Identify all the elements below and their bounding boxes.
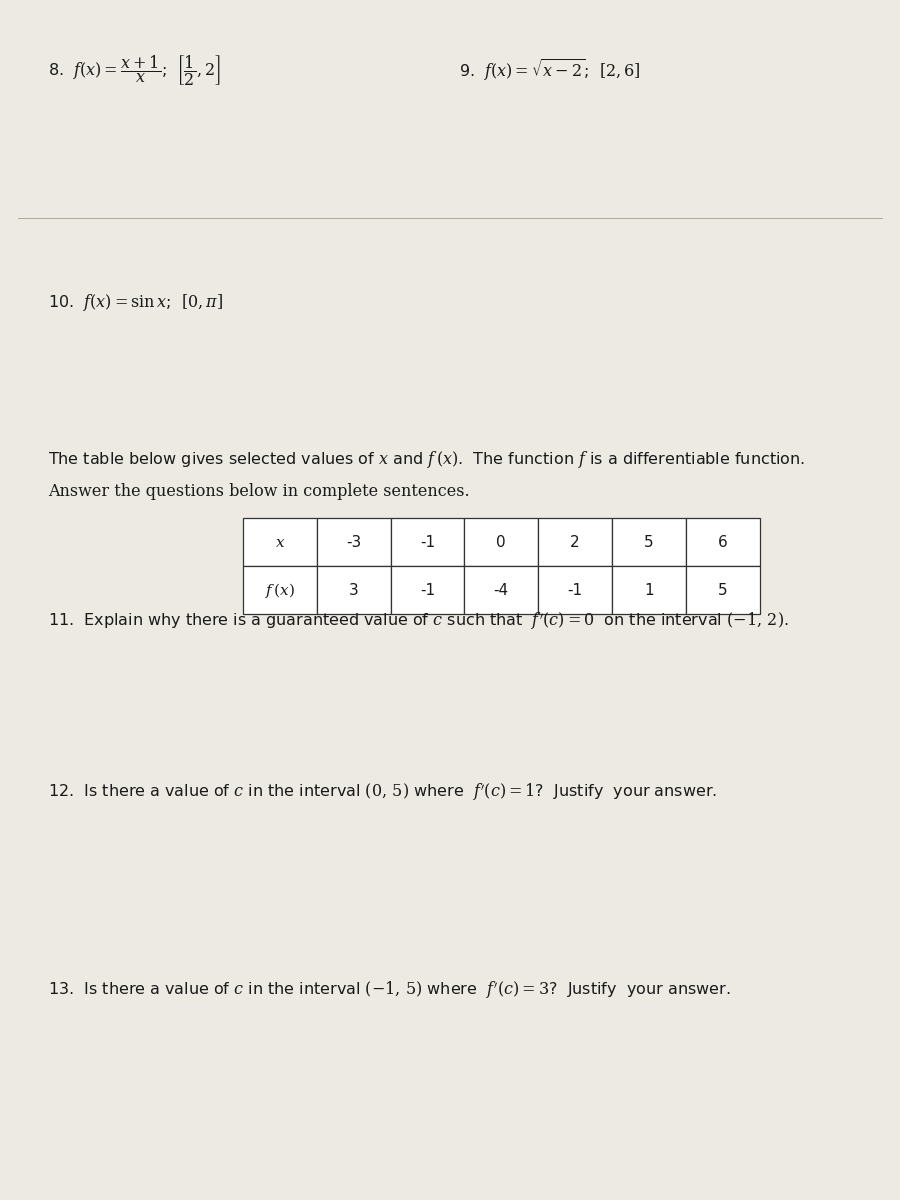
Text: -1: -1 xyxy=(420,583,435,598)
Text: 11.  Explain why there is a guaranteed value of $\mathit{c}$ such that  $\mathit: 11. Explain why there is a guaranteed va… xyxy=(48,611,788,632)
Text: $\mathit{x}$: $\mathit{x}$ xyxy=(274,535,285,550)
Text: -4: -4 xyxy=(494,583,508,598)
Text: 10.  $\mathit{f}(\mathit{x})=\sin\mathit{x}$;  $[0,\pi]$: 10. $\mathit{f}(\mathit{x})=\sin\mathit{… xyxy=(48,292,223,313)
Text: 2: 2 xyxy=(571,535,580,550)
Text: 12.  Is there a value of $\mathit{c}$ in the interval $(0,\,5)$ where  $\mathit{: 12. Is there a value of $\mathit{c}$ in … xyxy=(48,781,716,803)
Bar xyxy=(391,566,464,614)
Text: 5: 5 xyxy=(718,583,727,598)
Text: 9.  $\mathit{f}(\mathit{x})=\sqrt{\mathit{x}-2}$;  $[2,6]$: 9. $\mathit{f}(\mathit{x})=\sqrt{\mathit… xyxy=(459,56,641,83)
Text: The table below gives selected values of $\mathit{x}$ and $\mathit{f}\,(\mathit{: The table below gives selected values of… xyxy=(48,449,805,470)
Bar xyxy=(538,518,612,566)
Text: 0: 0 xyxy=(497,535,506,550)
Text: 6: 6 xyxy=(718,535,727,550)
Text: 1: 1 xyxy=(644,583,653,598)
Bar xyxy=(243,566,317,614)
Text: -1: -1 xyxy=(420,535,435,550)
Text: 13.  Is there a value of $\mathit{c}$ in the interval $(-1,\,5)$ where  $\mathit: 13. Is there a value of $\mathit{c}$ in … xyxy=(48,979,730,1001)
Bar xyxy=(464,566,538,614)
Bar xyxy=(612,566,686,614)
Bar xyxy=(317,518,391,566)
Text: $\mathit{f}\,(\mathit{x})$: $\mathit{f}\,(\mathit{x})$ xyxy=(265,581,295,600)
Text: 3: 3 xyxy=(349,583,358,598)
Text: 5: 5 xyxy=(644,535,653,550)
Bar xyxy=(538,566,612,614)
Bar xyxy=(686,566,760,614)
Bar xyxy=(391,518,464,566)
Text: Answer the questions below in complete sentences.: Answer the questions below in complete s… xyxy=(48,484,469,500)
Bar xyxy=(317,566,391,614)
Text: -3: -3 xyxy=(346,535,361,550)
Text: -1: -1 xyxy=(568,583,582,598)
Bar xyxy=(243,518,317,566)
Bar xyxy=(686,518,760,566)
Bar xyxy=(612,518,686,566)
Bar xyxy=(464,518,538,566)
Text: 8.  $\mathit{f}(\mathit{x})=\dfrac{\mathit{x}+1}{\mathit{x}}$;  $\left[\dfrac{1}: 8. $\mathit{f}(\mathit{x})=\dfrac{\mathi… xyxy=(48,53,220,86)
